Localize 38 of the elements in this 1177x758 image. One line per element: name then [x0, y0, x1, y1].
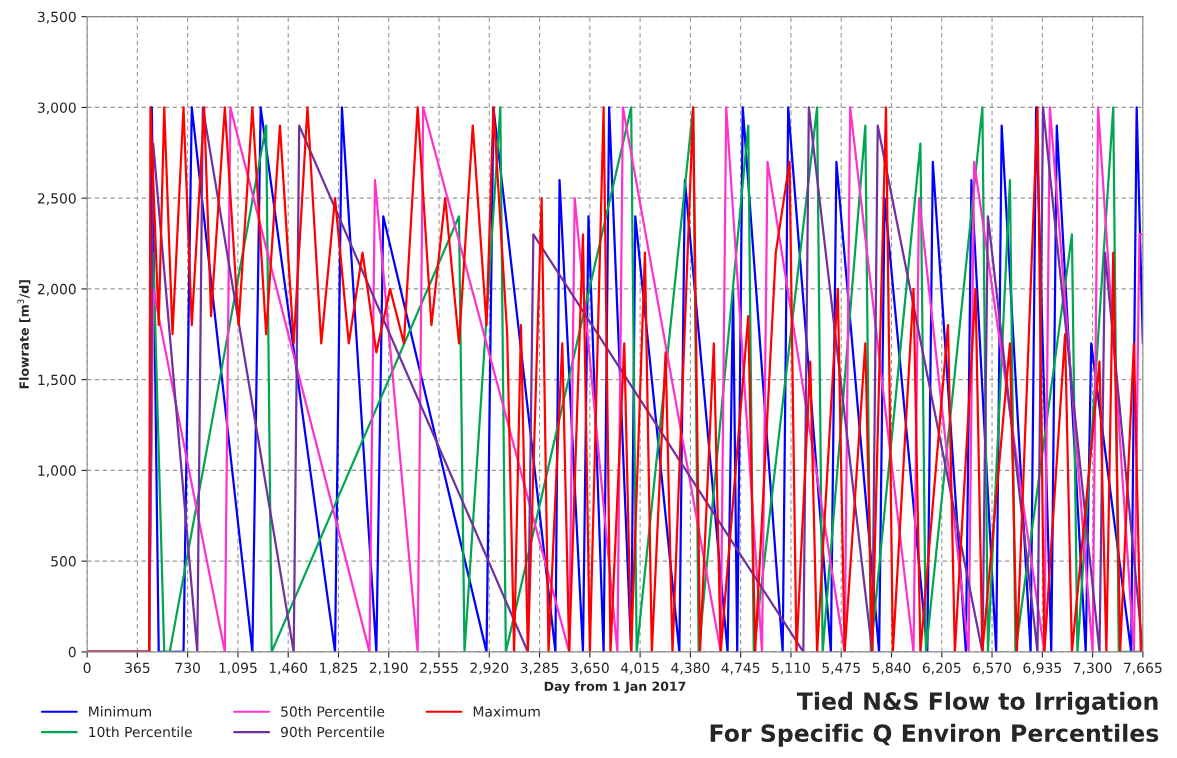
x-tick-label: 7,665: [1124, 662, 1162, 675]
x-tick-label: 365: [125, 662, 150, 674]
x-tick-label: 1,825: [320, 662, 358, 675]
y-tick-label: 3,500: [37, 11, 76, 24]
y-tick-label: 1,500: [38, 374, 76, 387]
y-tick-label: 500: [51, 556, 76, 567]
x-tick-label: 5,840: [872, 662, 911, 675]
legend-label: Maximum: [473, 706, 540, 717]
x-tick-label: 5,475: [822, 662, 860, 675]
x-tick-label: 3,650: [571, 662, 609, 675]
legend-label: 50th Percentile: [281, 706, 385, 717]
x-tick-label: 4,745: [721, 662, 760, 675]
x-tick-label: 6,935: [1023, 662, 1061, 675]
x-tick-label: 4,015: [620, 662, 659, 675]
y-axis-title: Flowrate [m$^{3}$/d]: [17, 280, 31, 389]
x-tick-label: 6,570: [973, 662, 1011, 675]
text: Tied N&S Flow to Irrigation For Specific Q Environ Percentiles: [710, 691, 1159, 747]
x-tick-label: 1,095: [219, 662, 257, 675]
x-tick-label: 7,300: [1073, 662, 1112, 675]
x-tick-label: 730: [175, 662, 200, 674]
x-tick-label: 2,920: [470, 662, 509, 675]
x-tick-label: 4,380: [671, 662, 710, 675]
y-tick-label: 2,000: [37, 283, 76, 296]
x-tick-label: 3,285: [520, 662, 559, 675]
legend-label: 10th Percentile: [89, 726, 192, 738]
x-tick-label: 2,555: [420, 662, 458, 675]
x-tick-label: 5,110: [772, 662, 810, 675]
x-tick-label: 1,460: [269, 662, 308, 675]
y-tick-label: 2,500: [37, 193, 76, 206]
x-tick-label: 0: [83, 662, 91, 674]
legend-label: 90th Percentile: [280, 726, 385, 738]
x-tick-label: 6,205: [922, 662, 961, 675]
x-tick-label: 2,190: [369, 662, 408, 675]
y-tick-label: 0: [68, 646, 76, 658]
legend-label: Minimum: [89, 706, 151, 717]
y-tick-label: 3,000: [37, 102, 76, 115]
y-tick-label: 1,000: [38, 465, 76, 478]
x-axis-title: Day from 1 Jan 2017: [544, 681, 686, 694]
